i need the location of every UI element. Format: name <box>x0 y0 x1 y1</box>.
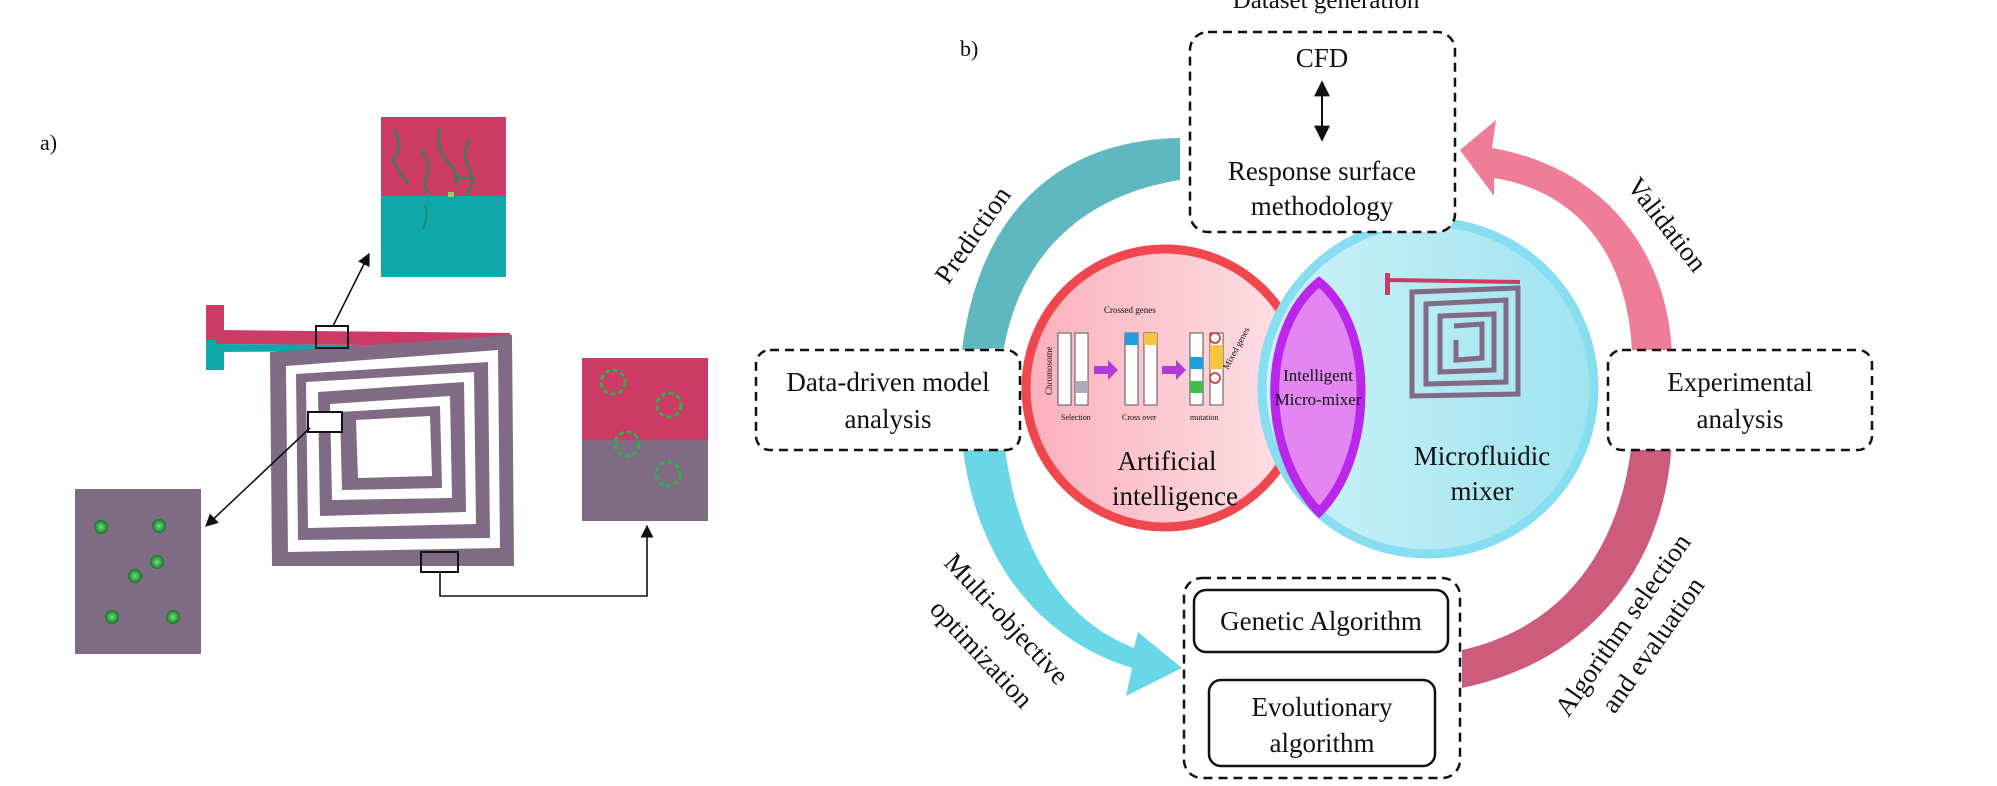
inset-top-teal-region <box>381 196 506 277</box>
genetic-algorithm-box <box>1192 588 1450 654</box>
droplet-cluster <box>599 368 627 396</box>
droplet <box>152 519 166 533</box>
validation-arrow <box>1460 120 1672 352</box>
spiral-micromixer <box>206 305 514 573</box>
ga-mini-diagram: Chromosome Crossed genes Mixed genes Sel… <box>1044 305 1252 422</box>
mutation-mark <box>1209 372 1221 384</box>
droplet <box>105 610 119 624</box>
inset-right-mauve-region <box>582 440 708 521</box>
genetic-algorithm-label: Genetic Algorithm <box>1220 606 1422 636</box>
droplet <box>128 569 142 583</box>
experimental-frame <box>1606 348 1874 452</box>
droplet <box>150 555 164 569</box>
arrow-to-left-inset <box>205 427 311 527</box>
dataset-generation-title: Dataset generation <box>1233 0 1420 14</box>
inset-left <box>75 489 201 654</box>
chromosome-columns <box>1057 332 1224 406</box>
experimental-label-line2: analysis <box>1697 404 1784 434</box>
panel-b: b) <box>754 0 1874 780</box>
experimental-box: Experimental analysis <box>1606 348 1874 452</box>
ga-selection-label: Selection <box>1061 413 1091 422</box>
droplet-cluster <box>613 430 641 458</box>
mutation-mark <box>1209 332 1221 344</box>
droplet <box>166 610 180 624</box>
evolutionary-label-line2: algorithm <box>1270 728 1375 758</box>
algorithm-arrow <box>1462 440 1672 688</box>
ga-crossed-genes-label: Crossed genes <box>1104 305 1156 315</box>
data-driven-frame <box>754 348 1022 452</box>
ga-step-arrow <box>1162 360 1186 380</box>
inset-right-magenta-region <box>582 358 708 440</box>
droplet-cluster <box>655 391 683 419</box>
cfd-label: CFD <box>1296 43 1349 73</box>
dataset-generation-box: Dataset generation CFD Response surface … <box>1188 0 1457 234</box>
venn-diagram <box>1021 217 1599 559</box>
data-driven-label-line1: Data-driven model <box>786 367 989 397</box>
algorithms-box: Genetic Algorithm Evolutionary algorithm <box>1182 576 1462 780</box>
data-driven-label-line2: analysis <box>845 404 932 434</box>
panel-a-label: a) <box>40 130 57 155</box>
inset-top-highlight <box>448 192 454 197</box>
cycle-arrows <box>962 120 1672 696</box>
evolutionary-label-line1: Evolutionary <box>1252 692 1393 722</box>
prediction-arrow <box>962 138 1180 350</box>
mixer-spiral-icon <box>1385 273 1521 399</box>
zoom-box-inner <box>307 411 343 433</box>
inset-top-streaks <box>391 127 474 230</box>
panel-a: a) <box>40 117 708 654</box>
mixer-label-line2: mixer <box>1451 476 1514 506</box>
rsm-label-line1: Response surface <box>1228 156 1416 186</box>
ga-chromosome-label: Chromosome <box>1044 346 1054 395</box>
optimization-arrow <box>962 440 1182 696</box>
ga-crossover-label: Cross over <box>1122 413 1157 422</box>
intersection-lens <box>1270 276 1366 519</box>
data-driven-box: Data-driven model analysis <box>754 348 1022 452</box>
rsm-label-line2: methodology <box>1251 191 1394 221</box>
intelligent-label-line1: Intelligent <box>1283 366 1353 385</box>
inset-right <box>582 358 708 521</box>
spiral-center <box>356 416 432 478</box>
zoom-box-top <box>315 325 349 349</box>
ai-label-line1: Artificial <box>1118 446 1217 476</box>
droplet-cluster <box>654 460 682 488</box>
droplet <box>94 520 108 534</box>
inset-top <box>381 117 506 277</box>
ga-step-arrow <box>1094 360 1118 380</box>
arrow-to-right-inset <box>439 524 654 597</box>
ai-label-line2: intelligence <box>1112 481 1238 511</box>
arrow-to-top-inset <box>332 252 370 327</box>
mixer-label-line1: Microfluidic <box>1414 441 1550 471</box>
panel-b-label: b) <box>960 36 978 61</box>
experimental-label-line1: Experimental <box>1667 367 1812 397</box>
evolutionary-algorithm-box <box>1207 678 1437 768</box>
intelligent-label-line2: Micro-mixer <box>1275 390 1362 409</box>
ga-mutation-label: mutation <box>1190 413 1218 422</box>
